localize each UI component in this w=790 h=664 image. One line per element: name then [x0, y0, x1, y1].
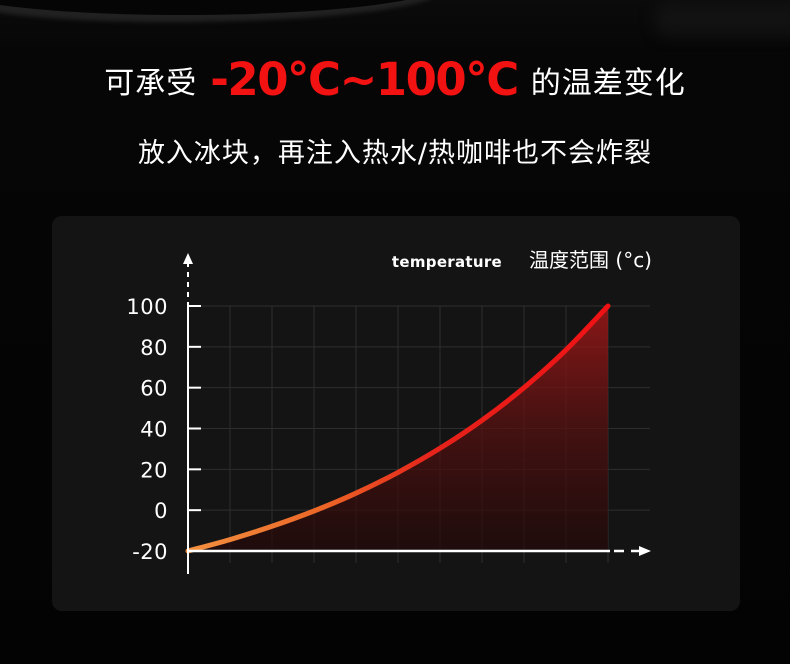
y-tick-label: 100	[126, 295, 168, 319]
headline-temperature-range: -20°C~100°C	[210, 52, 519, 106]
sub-headline: 放入冰块，再注入热水/热咖啡也不会炸裂	[137, 138, 653, 169]
temperature-curve	[185, 303, 611, 554]
legend-label-zh: 温度范围 (°c)	[529, 248, 652, 272]
y-tick-label: -20	[132, 540, 168, 564]
temperature-chart: 100 80 60 40 20 0 -20	[126, 253, 651, 574]
y-axis-arrow-icon	[183, 253, 193, 264]
x-axis-arrow-icon	[639, 546, 651, 556]
headline: 可承受 -20°C~100°C 的温差变化	[0, 48, 790, 112]
headline-suffix: 的温差变化	[530, 66, 686, 101]
y-tick-label: 60	[140, 377, 168, 401]
temperature-area-fill	[188, 306, 608, 551]
chart-panel: 100 80 60 40 20 0 -20 temperature 温度范围 (°c)	[52, 216, 740, 611]
y-tick-label: 0	[154, 499, 168, 523]
legend-label-en: temperature	[391, 253, 503, 271]
headline-prefix: 可承受	[104, 66, 198, 101]
y-tick-label: 80	[140, 336, 168, 360]
y-tick-label: 20	[140, 458, 168, 482]
chart-legend: temperature 温度范围 (°c)	[392, 244, 652, 273]
product-photo-remnant-right	[655, 2, 790, 36]
y-tick-label: 40	[140, 418, 168, 442]
